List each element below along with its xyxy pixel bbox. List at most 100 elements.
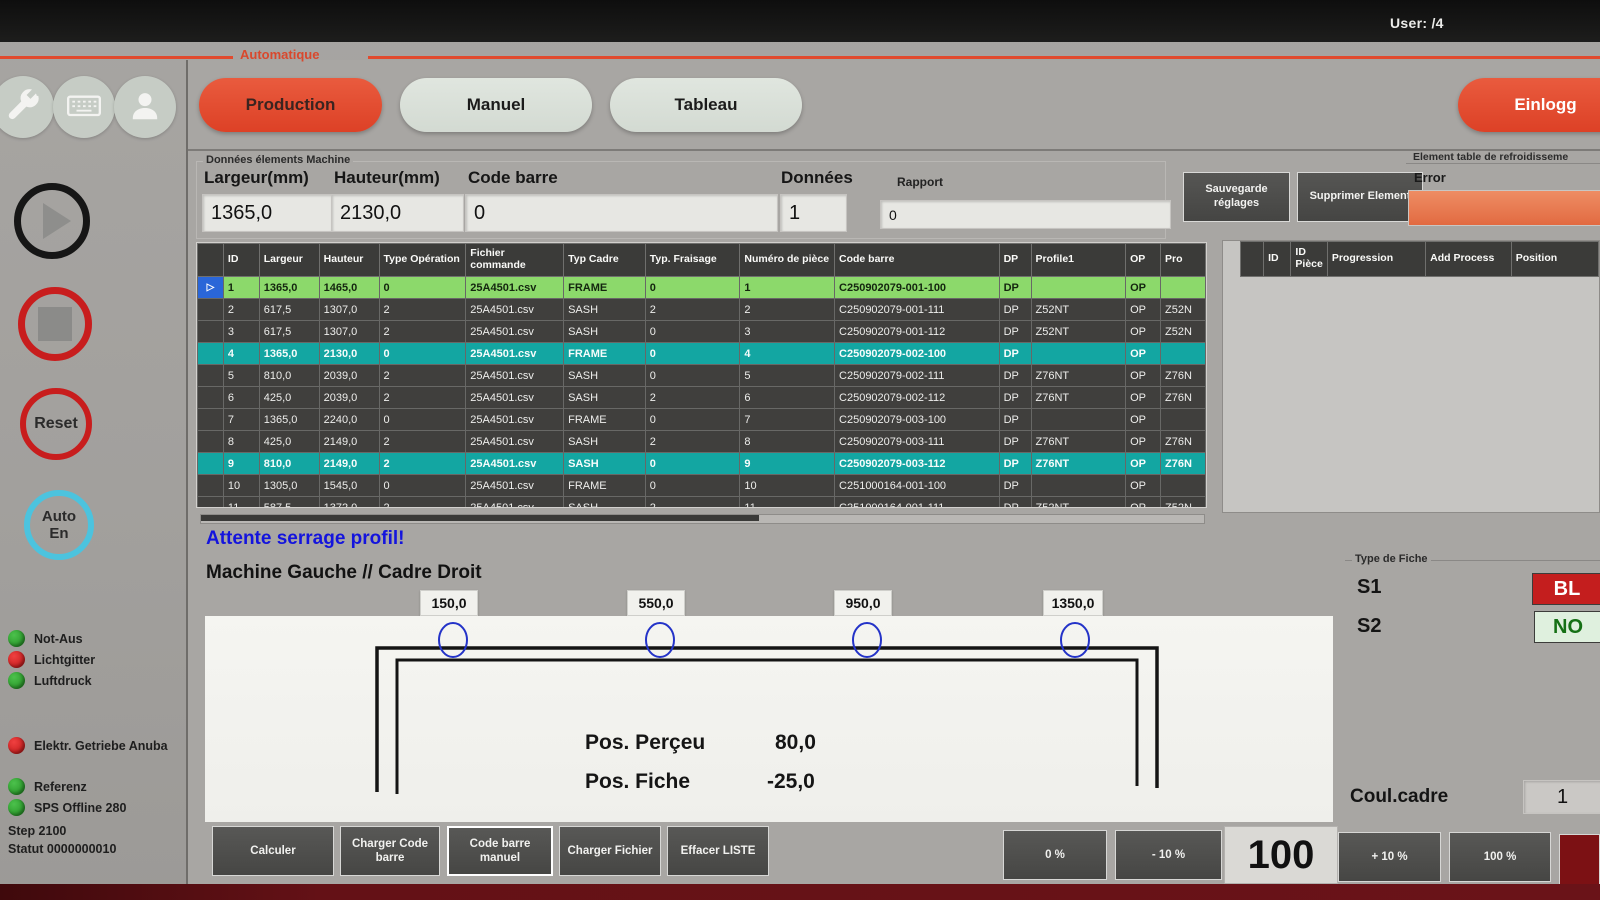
table-cell: 25A4501.csv <box>465 452 565 475</box>
speed-plus10-button[interactable]: + 10 % <box>1338 832 1441 882</box>
speed-100-button[interactable]: 100 % <box>1449 832 1551 882</box>
table-hscrollbar[interactable] <box>200 514 1205 524</box>
table-cell: 8 <box>222 430 260 453</box>
table-cell: SASH <box>563 364 646 387</box>
table-cell: OP <box>1125 452 1161 475</box>
table-cell: 1365,0 <box>258 342 320 365</box>
table-cell: SASH <box>563 298 646 321</box>
drill-position-chip-4[interactable]: 1350,0 <box>1043 590 1103 616</box>
column-header: DP <box>998 243 1032 277</box>
drill-position-chip-1[interactable]: 150,0 <box>420 590 478 616</box>
table-cell: OP <box>1125 298 1161 321</box>
table-row[interactable]: 11 587,5 1372,0 2 25A4501.csv SASH 2 11 C2510001… <box>197 496 1206 507</box>
coul-cadre-field[interactable]: 1 <box>1523 780 1600 814</box>
table-cell: Z76N <box>1159 386 1206 409</box>
table-row[interactable]: 3 617,5 1307,0 2 25A4501.csv SASH 0 3 C250902079… <box>197 320 1206 343</box>
frame-diagram-panel <box>205 616 1333 822</box>
reset-button[interactable]: Reset <box>20 388 92 460</box>
keyboard-button[interactable] <box>53 76 115 138</box>
row-selector-cell[interactable] <box>197 430 224 453</box>
row-selector-cell[interactable] <box>197 298 224 321</box>
delete-element-button[interactable]: Supprimer Element <box>1297 172 1423 222</box>
effacer-liste-button[interactable]: Effacer LISTE <box>667 826 769 876</box>
speed-zero-button[interactable]: 0 % <box>1003 830 1107 880</box>
donnees-field[interactable]: 1 <box>780 194 847 232</box>
drill-position-chip-2[interactable]: 550,0 <box>627 590 685 616</box>
selected-row-marker[interactable]: ▷ <box>197 276 224 299</box>
table-cell: 1365,0 <box>258 276 320 299</box>
row-selector-cell[interactable] <box>197 408 224 431</box>
queue-column-header <box>1239 241 1265 277</box>
table-cell: 2 <box>378 298 467 321</box>
stop-button[interactable] <box>18 287 92 361</box>
table-row[interactable]: ▷ 1 1365,0 1465,0 0 25A4501.csv FRAME 0 1 C250902… <box>197 276 1206 299</box>
table-cell: 0 <box>644 408 741 431</box>
login-button[interactable]: Einlogg <box>1458 78 1600 132</box>
row-selector-cell[interactable] <box>197 386 224 409</box>
table-cell: OP <box>1125 320 1161 343</box>
settings-button[interactable] <box>0 76 54 138</box>
rapport-field[interactable]: 0 <box>880 200 1171 229</box>
table-cell: 2039,0 <box>318 364 380 387</box>
table-row[interactable]: 2 617,5 1307,0 2 25A4501.csv SASH 2 2 C250902079… <box>197 298 1206 321</box>
table-cell: 0 <box>378 474 467 497</box>
drill-position-chip-3[interactable]: 950,0 <box>834 590 892 616</box>
table-cell: Z52N <box>1159 496 1206 507</box>
save-settings-button[interactable]: Sauvegarde réglages <box>1183 172 1290 222</box>
table-cell: FRAME <box>563 474 646 497</box>
codebarre-field[interactable]: 0 <box>465 194 778 232</box>
row-selector-cell[interactable] <box>197 342 224 365</box>
pos-perceu-value: 80,0 <box>775 731 816 754</box>
row-selector-cell[interactable] <box>197 364 224 387</box>
row-selector-cell[interactable] <box>197 320 224 343</box>
charger-code-barre-button[interactable]: Charger Code barre <box>340 826 440 876</box>
s2-status-badge[interactable]: NO <box>1534 611 1600 643</box>
tab-tableau[interactable]: Tableau <box>610 78 802 132</box>
start-button[interactable] <box>14 183 90 259</box>
row-selector-cell[interactable] <box>197 474 224 497</box>
table-cell: OP <box>1125 276 1161 299</box>
largeur-field[interactable]: 1365,0 <box>202 194 332 232</box>
table-cell: 25A4501.csv <box>465 320 565 343</box>
s1-status-badge[interactable]: BL <box>1532 573 1600 605</box>
auto-enable-button[interactable]: Auto En <box>24 490 94 560</box>
table-cell: 3 <box>222 320 260 343</box>
table-cell: 6 <box>222 386 260 409</box>
charger-fichier-button[interactable]: Charger Fichier <box>559 826 661 876</box>
error-label: Error <box>1414 170 1446 185</box>
title-bar <box>0 0 1600 42</box>
table-cell: OP <box>1125 342 1161 365</box>
row-selector-cell[interactable] <box>197 496 224 507</box>
tab-manuel[interactable]: Manuel <box>400 78 592 132</box>
table-cell: DP <box>998 276 1032 299</box>
row-selector-cell[interactable] <box>197 452 224 475</box>
user-button[interactable] <box>114 76 176 138</box>
table-cell: 1365,0 <box>258 408 320 431</box>
red-edge-button[interactable] <box>1559 834 1600 888</box>
led-green-icon <box>8 672 25 689</box>
table-cell: C250902079-003-112 <box>834 452 1000 475</box>
table-row[interactable]: 10 1305,0 1545,0 0 25A4501.csv FRAME 0 10 C25100… <box>197 474 1206 497</box>
column-header: Hauteur <box>318 243 380 277</box>
cooling-groupline <box>1406 163 1600 164</box>
tab-production[interactable]: Production <box>199 78 382 132</box>
led-label: Luftdruck <box>34 673 92 688</box>
hauteur-field[interactable]: 2130,0 <box>331 194 464 232</box>
speed-minus10-button[interactable]: - 10 % <box>1115 830 1222 880</box>
table-cell: 0 <box>378 408 467 431</box>
table-row[interactable]: 7 1365,0 2240,0 0 25A4501.csv FRAME 0 7 C2509020… <box>197 408 1206 431</box>
table-row[interactable]: 6 425,0 2039,0 2 25A4501.csv SASH 2 6 C250902079… <box>197 386 1206 409</box>
table-row[interactable]: 4 1365,0 2130,0 0 25A4501.csv FRAME 0 4 C2509020… <box>197 342 1206 365</box>
calculer-button[interactable]: Calculer <box>212 826 334 876</box>
table-cell: 2 <box>739 298 836 321</box>
code-barre-manuel-button[interactable]: Code barre manuel <box>447 826 553 876</box>
table-row[interactable]: 9 810,0 2149,0 2 25A4501.csv SASH 0 9 C250902079… <box>197 452 1206 475</box>
table-row[interactable]: 5 810,0 2039,0 2 25A4501.csv SASH 0 5 C250902079… <box>197 364 1206 387</box>
table-row[interactable]: 8 425,0 2149,0 2 25A4501.csv SASH 2 8 C250902079… <box>197 430 1206 453</box>
led-label: Elektr. Getriebe Anuba <box>34 738 168 753</box>
table-cell: 2 <box>222 298 260 321</box>
table-cell: 2 <box>644 386 741 409</box>
table-hscrollbar-thumb[interactable] <box>201 515 759 521</box>
automatique-group-label: Automatique <box>240 47 320 62</box>
